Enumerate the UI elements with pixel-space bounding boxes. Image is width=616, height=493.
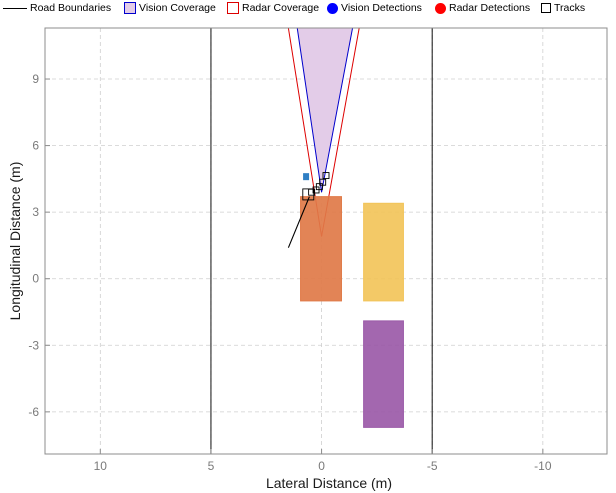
patch-icon bbox=[227, 2, 239, 14]
x-tick-label: 5 bbox=[208, 459, 215, 473]
dot-icon bbox=[327, 2, 338, 14]
x-axis-label: Lateral Distance (m) bbox=[266, 475, 392, 491]
legend-label: Road Boundaries bbox=[30, 2, 112, 14]
legend-label: Vision Coverage bbox=[139, 2, 216, 14]
y-tick-label: -6 bbox=[28, 405, 39, 419]
legend-label: Tracks bbox=[554, 2, 586, 14]
legend-label: Vision Detections bbox=[341, 2, 422, 14]
patch-icon bbox=[124, 2, 136, 14]
track-marker bbox=[322, 172, 330, 179]
vision-coverage-area bbox=[297, 28, 353, 193]
x-tick-label: -10 bbox=[534, 459, 552, 473]
dot-icon bbox=[435, 2, 446, 14]
track-heading-line bbox=[287, 196, 310, 248]
vision-coverage-boundary bbox=[296, 28, 354, 193]
legend-item-vision-coverage[interactable]: Vision Coverage bbox=[124, 1, 216, 15]
legend: Road Boundaries Vision Coverage Radar Co… bbox=[0, 0, 616, 16]
track-marker bbox=[308, 188, 316, 196]
legend-label: Radar Coverage bbox=[242, 2, 320, 14]
y-tick-label: 9 bbox=[32, 72, 39, 86]
legend-item-vision-detections[interactable]: Vision Detections bbox=[327, 1, 422, 15]
vehicle-box bbox=[363, 320, 404, 428]
legend-item-radar-detections[interactable]: Radar Detections bbox=[435, 1, 530, 15]
x-tick-label: 10 bbox=[94, 459, 108, 473]
y-tick-label: 6 bbox=[32, 139, 39, 153]
x-tick-label: 0 bbox=[318, 459, 325, 473]
plot-frame bbox=[44, 27, 608, 455]
y-tick-label: -3 bbox=[28, 338, 39, 352]
y-tick-label: 3 bbox=[32, 205, 39, 219]
track-marker bbox=[319, 178, 327, 186]
x-tick-label: -5 bbox=[427, 459, 438, 473]
square-icon bbox=[541, 3, 551, 13]
y-axis-label: Longitudinal Distance (m) bbox=[7, 162, 23, 321]
vision-detection-marker bbox=[303, 173, 310, 181]
legend-item-road-boundaries[interactable]: Road Boundaries bbox=[3, 1, 111, 15]
vehicle-box bbox=[363, 202, 404, 302]
legend-item-tracks[interactable]: Tracks bbox=[541, 1, 585, 15]
legend-label: Radar Detections bbox=[449, 2, 531, 14]
vehicle-box bbox=[300, 196, 342, 302]
legend-item-radar-coverage[interactable]: Radar Coverage bbox=[227, 1, 319, 15]
y-tick-label: 0 bbox=[32, 272, 39, 286]
line-icon bbox=[3, 7, 27, 9]
